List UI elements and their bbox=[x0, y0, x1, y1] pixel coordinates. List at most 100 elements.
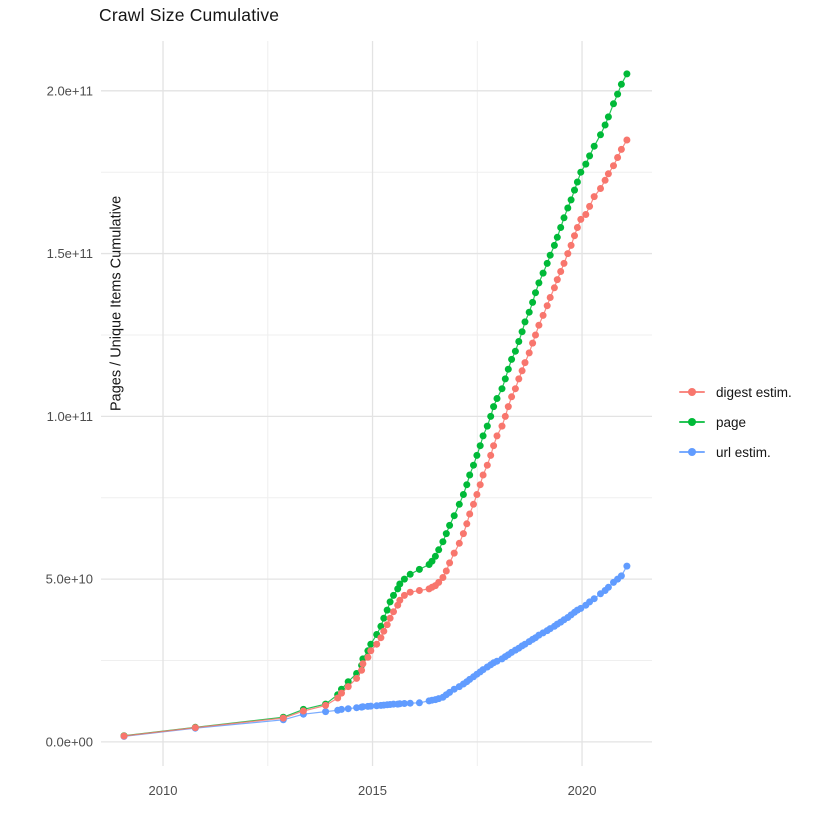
series-point-page bbox=[501, 375, 509, 383]
series-point-digest-estim- bbox=[504, 403, 512, 411]
series-point-url-estim- bbox=[338, 705, 345, 713]
legend-key-url-line-dot-icon bbox=[679, 445, 705, 459]
series-point-digest-estim- bbox=[446, 559, 454, 567]
chart-title: Crawl Size Cumulative bbox=[99, 5, 280, 25]
series-point-page bbox=[390, 591, 397, 599]
series-point-digest-estim- bbox=[390, 608, 397, 616]
series-point-page bbox=[529, 298, 537, 306]
series-point-page bbox=[525, 308, 533, 316]
y-tick-label: 1.5e+11 bbox=[47, 246, 93, 261]
series-point-digest-estim- bbox=[383, 621, 391, 629]
series-point-page bbox=[586, 152, 594, 160]
series-point-digest-estim- bbox=[493, 432, 501, 440]
series-point-digest-estim- bbox=[483, 461, 491, 469]
series-point-digest-estim- bbox=[511, 385, 519, 393]
series-point-digest-estim- bbox=[367, 647, 375, 655]
series-point-digest-estim- bbox=[529, 339, 537, 347]
series-point-digest-estim- bbox=[322, 701, 330, 709]
series-point-digest-estim- bbox=[560, 259, 568, 267]
series-point-url-estim- bbox=[623, 562, 631, 570]
series-point-page bbox=[560, 214, 568, 222]
series-point-page bbox=[415, 565, 423, 573]
series-point-digest-estim- bbox=[590, 193, 598, 201]
series-point-digest-estim- bbox=[553, 276, 561, 284]
legend-label-page: page bbox=[716, 414, 747, 430]
series-point-page bbox=[386, 598, 394, 606]
series-point-digest-estim- bbox=[573, 224, 581, 231]
series-point-url-estim- bbox=[617, 572, 625, 580]
series-point-digest-estim- bbox=[577, 215, 585, 223]
series-point-digest-estim- bbox=[623, 136, 631, 144]
series-point-page bbox=[400, 575, 408, 583]
series-point-url-estim- bbox=[604, 583, 612, 591]
series-point-page bbox=[470, 461, 477, 469]
series-point-digest-estim- bbox=[364, 653, 372, 661]
series-point-page bbox=[535, 279, 543, 287]
legend-key-digest-line-dot-icon bbox=[679, 385, 705, 399]
series-point-digest-estim- bbox=[415, 587, 423, 594]
series-point-digest-estim- bbox=[567, 241, 575, 249]
series-point-digest-estim- bbox=[525, 349, 533, 357]
series-point-digest-estim- bbox=[359, 660, 367, 668]
series-point-page bbox=[553, 233, 561, 241]
legend-label-digest-estim: digest estim. bbox=[716, 384, 792, 400]
series-point-page bbox=[504, 365, 512, 373]
series-point-digest-estim- bbox=[463, 520, 471, 528]
series-point-digest-estim- bbox=[539, 311, 547, 319]
series-point-page bbox=[428, 557, 436, 565]
series-point-page bbox=[546, 251, 554, 259]
series-point-page bbox=[439, 538, 447, 546]
legend-key-page-line-dot-icon bbox=[679, 415, 705, 429]
series-point-digest-estim- bbox=[571, 232, 578, 240]
series-point-url-estim- bbox=[359, 703, 367, 711]
series-point-page bbox=[380, 614, 388, 622]
series-point-page bbox=[617, 80, 625, 88]
series-point-digest-estim- bbox=[601, 176, 609, 184]
x-tick-label: 2020 bbox=[568, 783, 597, 798]
series-point-page bbox=[571, 186, 578, 194]
series-point-page bbox=[508, 355, 516, 363]
series-point-digest-estim- bbox=[515, 375, 523, 383]
series-point-page bbox=[476, 442, 484, 450]
series-point-page bbox=[521, 318, 529, 326]
series-point-digest-estim- bbox=[532, 331, 539, 339]
series-point-url-estim- bbox=[322, 708, 330, 716]
series-point-page bbox=[498, 385, 506, 393]
series-point-digest-estim- bbox=[546, 294, 554, 301]
series-point-digest-estim- bbox=[501, 412, 509, 420]
series-point-digest-estim- bbox=[470, 500, 477, 508]
series-point-page bbox=[577, 168, 585, 176]
series-point-page bbox=[511, 347, 519, 355]
series-point-digest-estim- bbox=[564, 250, 572, 258]
series-point-digest-estim- bbox=[543, 302, 551, 310]
series-point-digest-estim- bbox=[344, 683, 352, 691]
series-point-digest-estim- bbox=[476, 481, 484, 489]
series-point-digest-estim- bbox=[400, 591, 408, 599]
series-point-page bbox=[515, 338, 523, 345]
series-point-digest-estim- bbox=[490, 442, 498, 450]
series-point-digest-estim- bbox=[299, 707, 307, 715]
series-point-digest-estim- bbox=[459, 530, 467, 538]
series-point-digest-estim- bbox=[521, 359, 529, 367]
series-point-digest-estim- bbox=[557, 268, 565, 275]
series-point-page bbox=[604, 113, 612, 121]
series-point-digest-estim- bbox=[586, 202, 594, 210]
series-point-page bbox=[463, 481, 471, 489]
series-point-digest-estim- bbox=[377, 634, 385, 642]
legend: digest estim. page url estim. bbox=[679, 377, 792, 467]
series-point-digest-estim- bbox=[279, 714, 287, 722]
series-point-page bbox=[532, 289, 539, 297]
series-point-page bbox=[610, 100, 617, 108]
series-point-page bbox=[550, 241, 558, 249]
series-point-page bbox=[543, 259, 551, 267]
series-point-page bbox=[623, 70, 631, 78]
series-point-page bbox=[493, 395, 501, 402]
series-point-page bbox=[539, 269, 547, 277]
series-point-page bbox=[590, 142, 598, 150]
series-point-digest-estim- bbox=[498, 422, 506, 430]
series-point-page bbox=[557, 224, 565, 231]
series-point-digest-estim- bbox=[386, 614, 394, 622]
series-point-digest-estim- bbox=[535, 321, 543, 329]
